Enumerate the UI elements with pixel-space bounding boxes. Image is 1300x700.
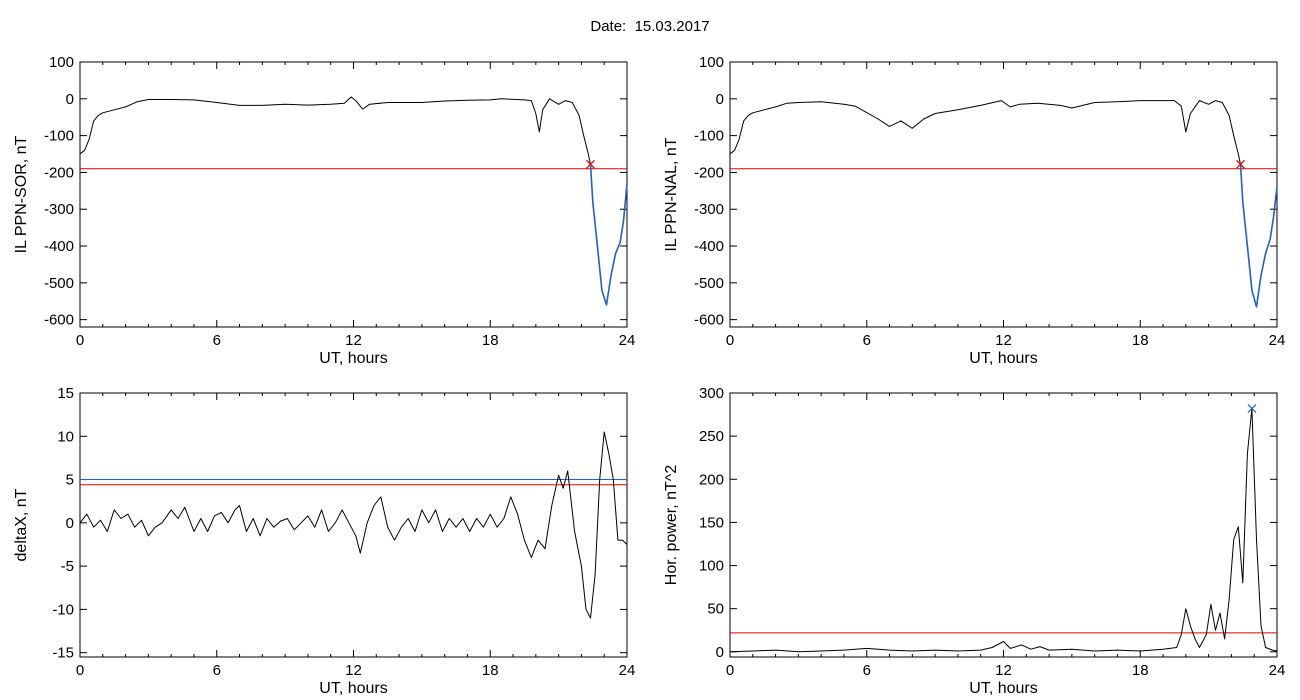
y-tick-label: -10 xyxy=(52,601,74,618)
x-tick-label: 6 xyxy=(213,662,221,679)
y-tick-label: 100 xyxy=(699,558,724,575)
y-tick-label: -300 xyxy=(694,201,724,218)
x-axis-label: UT, hours xyxy=(319,680,387,697)
date-label: Date: 15.03.2017 xyxy=(0,18,1300,35)
y-tick-label: 0 xyxy=(66,91,74,108)
y-tick-label: 0 xyxy=(716,91,724,108)
x-tick-label: 24 xyxy=(619,332,636,349)
x-tick-label: 18 xyxy=(1132,332,1149,349)
date-value: 15.03.2017 xyxy=(634,18,710,35)
x-tick-label: 12 xyxy=(345,332,362,349)
series-line-0 xyxy=(729,408,1278,653)
series-line-0 xyxy=(729,100,1241,165)
y-tick-label: -5 xyxy=(61,558,74,575)
x-tick-label: 18 xyxy=(1132,662,1149,679)
x-tick-label: 12 xyxy=(995,332,1012,349)
series-line-1 xyxy=(589,164,628,306)
y-tick-label: 10 xyxy=(57,428,74,445)
y-tick-label: -100 xyxy=(694,128,724,145)
chart-nal: 0 6 12 18 24 100 0 -100 -200 -300 -400 -500 -600 UT, … xyxy=(663,54,1285,367)
x-tick-label: 18 xyxy=(482,332,499,349)
y-tick-label: 50 xyxy=(707,601,724,618)
y-tick-label: 250 xyxy=(699,428,724,445)
y-tick-label: -500 xyxy=(694,275,724,292)
y-tick-label: 5 xyxy=(66,472,74,489)
peak-marker xyxy=(586,159,595,169)
y-tick-label: 200 xyxy=(699,471,724,488)
y-tick-label: -200 xyxy=(694,164,724,181)
x-tick-label: 0 xyxy=(76,662,84,679)
y-axis-label: IL PPN-NAL, nT xyxy=(663,137,680,251)
y-tick-label: -600 xyxy=(694,312,724,329)
series-line-1 xyxy=(1239,164,1278,308)
x-axis-label: UT, hours xyxy=(969,350,1037,367)
y-tick-label: -400 xyxy=(44,238,74,255)
x-axis-label: UT, hours xyxy=(319,350,387,367)
x-tick-label: 0 xyxy=(726,332,734,349)
y-tick-label: 0 xyxy=(716,644,724,661)
x-tick-label: 12 xyxy=(345,662,362,679)
x-axis-label: UT, hours xyxy=(969,680,1037,697)
y-tick-label: -300 xyxy=(44,201,74,218)
x-tick-label: 18 xyxy=(482,662,499,679)
plot-frame xyxy=(79,61,628,328)
y-axis-label: IL PPN-SOR, nT xyxy=(13,135,30,253)
y-tick-label: -200 xyxy=(44,164,74,181)
peak-marker xyxy=(1236,159,1245,169)
y-axis-label: deltaX, nT xyxy=(13,488,30,561)
plot-frame xyxy=(79,392,628,658)
x-tick-label: 6 xyxy=(863,332,871,349)
date-caption: Date: xyxy=(590,18,627,35)
series-line-0 xyxy=(79,431,628,619)
series-line-0 xyxy=(79,96,591,165)
x-tick-label: 6 xyxy=(213,332,221,349)
x-tick-label: 12 xyxy=(995,662,1012,679)
peak-marker xyxy=(1247,404,1257,413)
y-tick-label: 300 xyxy=(699,385,724,402)
y-tick-label: 0 xyxy=(66,515,74,532)
y-tick-label: -100 xyxy=(44,128,74,145)
x-tick-label: 0 xyxy=(726,662,734,679)
x-tick-label: 24 xyxy=(619,662,636,679)
plot-frame xyxy=(729,392,1278,658)
y-tick-label: -500 xyxy=(44,275,74,292)
x-tick-label: 24 xyxy=(1269,662,1286,679)
chart-power: 0 6 12 18 24 300 250 200 150 100 50 0 UT, hours Hor. … xyxy=(663,385,1285,697)
y-tick-label: 100 xyxy=(49,54,74,71)
chart-deltax: 0 6 12 18 24 15 10 5 0 -5 -10 -15 UT, hours deltaX, n… xyxy=(13,385,635,697)
x-tick-label: 24 xyxy=(1269,332,1286,349)
y-axis-label: Hor. power, nT^2 xyxy=(663,465,680,586)
y-tick-label: 150 xyxy=(699,514,724,531)
x-tick-label: 0 xyxy=(76,332,84,349)
x-tick-label: 6 xyxy=(863,662,871,679)
y-tick-label: -600 xyxy=(44,312,74,329)
y-tick-label: -400 xyxy=(694,238,724,255)
y-tick-label: -15 xyxy=(52,645,74,662)
y-tick-label: 100 xyxy=(699,54,724,71)
y-tick-label: 15 xyxy=(57,385,74,402)
chart-sor: 0 6 12 18 24 100 0 -100 -200 -300 -400 -500 -600 UT, … xyxy=(13,54,635,367)
